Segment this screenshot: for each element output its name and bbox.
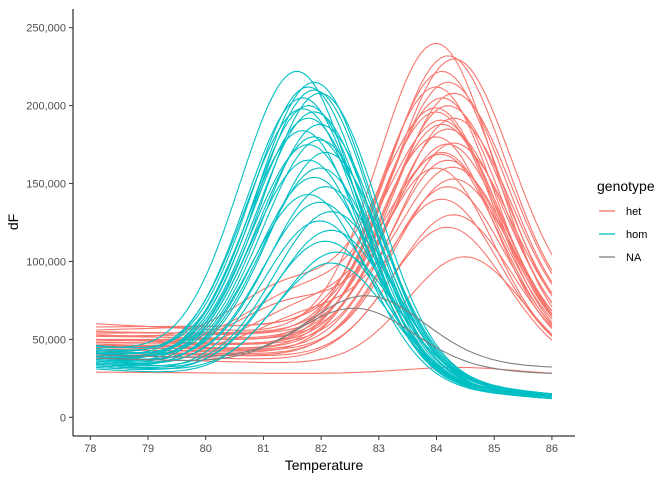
x-axis-title: Temperature <box>285 457 364 473</box>
curve-hom <box>96 193 552 400</box>
legend-title: genotype <box>597 178 655 194</box>
legend: genotype het hom NA <box>597 178 655 264</box>
legend-label-het: het <box>626 206 641 218</box>
x-axis-ticks: 78 79 80 81 82 83 84 85 86 <box>84 436 558 455</box>
curve-hom <box>96 139 552 400</box>
curve-het <box>96 128 553 344</box>
x-tick-label: 78 <box>84 443 96 455</box>
y-tick-label: 200,000 <box>26 101 66 113</box>
curves-layer <box>96 42 553 400</box>
y-tick-label: 100,000 <box>26 256 66 268</box>
y-tick-label: 250,000 <box>26 23 66 35</box>
legend-label-hom: hom <box>626 229 647 241</box>
legend-entries: het hom NA <box>599 206 647 264</box>
x-tick-label: 79 <box>142 443 154 455</box>
x-tick-label: 83 <box>373 443 385 455</box>
x-tick-label: 80 <box>200 443 212 455</box>
x-tick-label: 86 <box>546 443 558 455</box>
x-tick-label: 81 <box>257 443 269 455</box>
x-tick-label: 82 <box>315 443 327 455</box>
curve-hom <box>96 262 552 400</box>
legend-label-na: NA <box>626 252 642 264</box>
x-tick-label: 84 <box>430 443 442 455</box>
curve-hom <box>96 211 552 396</box>
curve-het <box>96 92 553 337</box>
y-axis-ticks: 0 50,000 100,000 150,000 200,000 250,000 <box>26 23 73 424</box>
y-tick-label: 150,000 <box>26 179 66 191</box>
x-tick-label: 85 <box>488 443 500 455</box>
y-axis-title: dF <box>5 214 21 230</box>
curve-het <box>96 143 553 344</box>
y-tick-label: 0 <box>60 412 66 424</box>
curve-hom <box>96 108 552 398</box>
curve-het <box>96 366 552 374</box>
curve-hom <box>96 81 552 396</box>
curve-hom <box>96 220 552 400</box>
curve-het <box>96 97 553 339</box>
curve-NA <box>96 295 552 368</box>
curve-NA <box>96 307 552 375</box>
curve-het <box>96 55 553 328</box>
y-tick-label: 50,000 <box>32 334 66 346</box>
curve-het <box>96 107 553 338</box>
